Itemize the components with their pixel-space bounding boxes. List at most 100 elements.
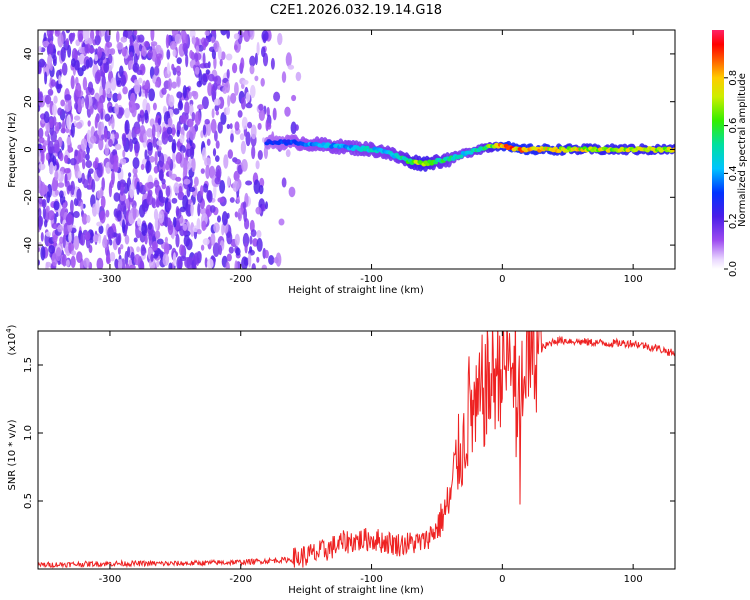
- heat-cell: [249, 246, 253, 253]
- heat-cell: [99, 210, 106, 224]
- heat-cell: [152, 102, 157, 111]
- heat-cell: [200, 130, 204, 139]
- heat-cell: [52, 116, 57, 126]
- heat-cell: [150, 253, 154, 262]
- heat-cell: [54, 170, 59, 181]
- heat-cell: [167, 220, 174, 235]
- heat-cell: [38, 215, 42, 231]
- heat-cell: [76, 251, 83, 263]
- heat-cell: [133, 126, 141, 135]
- heat-cell: [139, 44, 143, 52]
- heat-cell: [70, 75, 75, 90]
- heat-cell: [165, 34, 170, 49]
- heat-cell: [249, 65, 255, 75]
- heat-cell: [84, 94, 90, 110]
- heat-cell: [62, 118, 66, 134]
- heat-cell: [175, 176, 182, 182]
- heat-cell: [234, 121, 240, 131]
- heat-cell: [119, 193, 127, 202]
- heat-cell: [121, 47, 127, 57]
- heat-cell: [173, 108, 180, 115]
- heat-cell: [151, 124, 156, 139]
- heat-cell: [153, 208, 159, 221]
- heat-cell: [201, 147, 207, 161]
- heat-cell: [218, 245, 222, 256]
- heat-cell: [112, 149, 118, 156]
- heat-cell: [272, 107, 277, 121]
- heat-cell: [70, 199, 74, 214]
- heat-cell: [225, 106, 230, 115]
- heat-cell: [65, 38, 70, 46]
- heat-cell: [235, 247, 241, 256]
- heat-cell: [96, 162, 103, 178]
- heat-cell: [87, 81, 94, 93]
- heat-cell: [116, 30, 120, 43]
- heat-cell: [136, 181, 140, 195]
- y-tick-label: -40: [23, 237, 34, 253]
- heat-cell: [213, 40, 220, 53]
- heat-cell: [122, 134, 127, 147]
- heat-cell: [265, 201, 268, 210]
- heat-cell: [80, 138, 88, 151]
- heat-cell: [52, 103, 57, 117]
- heat-cell: [122, 149, 126, 158]
- heat-cell: [185, 238, 193, 251]
- heat-cell: [207, 82, 213, 97]
- heat-cell: [128, 138, 133, 152]
- heat-cell: [156, 140, 163, 146]
- ridge-cell: [458, 154, 464, 159]
- heat-cell: [58, 75, 62, 86]
- heat-cell: [234, 211, 239, 218]
- heat-cell: [230, 92, 237, 104]
- heat-cell: [102, 237, 108, 249]
- heat-cell: [82, 150, 86, 159]
- heat-cell: [88, 168, 94, 175]
- heat-cell: [148, 88, 156, 102]
- heat-cell: [204, 157, 212, 167]
- heat-cell: [125, 263, 130, 269]
- heat-cell: [38, 149, 41, 163]
- heat-cell: [78, 53, 86, 62]
- heat-cell: [220, 51, 226, 60]
- heat-cell: [124, 119, 130, 135]
- heat-cell: [183, 178, 191, 185]
- heat-cell: [172, 151, 176, 164]
- heat-cell: [96, 257, 104, 269]
- heat-cell: [217, 215, 221, 223]
- heat-cell: [179, 244, 185, 256]
- heat-cell: [94, 54, 99, 62]
- heat-cell: [68, 97, 72, 111]
- heat-cell: [71, 58, 76, 68]
- heat-cell: [82, 76, 88, 91]
- heat-cell: [153, 166, 159, 174]
- heat-cell: [105, 209, 110, 218]
- heat-cell: [107, 226, 114, 239]
- heat-cell: [219, 58, 223, 67]
- heat-cell: [212, 30, 216, 35]
- heat-cell: [151, 48, 158, 62]
- heat-cell: [108, 182, 112, 198]
- heat-cell: [98, 124, 102, 139]
- heat-cell: [189, 146, 195, 160]
- heat-cell: [73, 235, 80, 250]
- heat-cell: [177, 191, 185, 201]
- heat-cell: [201, 73, 208, 86]
- heat-cell: [182, 85, 187, 99]
- heat-cell: [74, 149, 78, 157]
- heat-cell: [196, 229, 202, 235]
- heat-cell: [241, 83, 245, 89]
- x-tick-label: 0: [499, 574, 505, 585]
- heat-cell: [214, 104, 220, 112]
- heat-cell: [172, 252, 177, 266]
- heat-cell: [66, 136, 71, 146]
- heat-cell: [94, 116, 98, 129]
- heat-cell: [230, 133, 234, 143]
- heat-cell: [45, 261, 52, 268]
- heat-cell: [179, 134, 185, 144]
- heat-cell: [134, 254, 141, 266]
- heat-cell: [130, 92, 136, 106]
- heat-cell: [256, 237, 263, 252]
- heat-cell: [261, 204, 267, 212]
- heat-cell: [245, 102, 253, 109]
- heat-cell: [143, 133, 147, 143]
